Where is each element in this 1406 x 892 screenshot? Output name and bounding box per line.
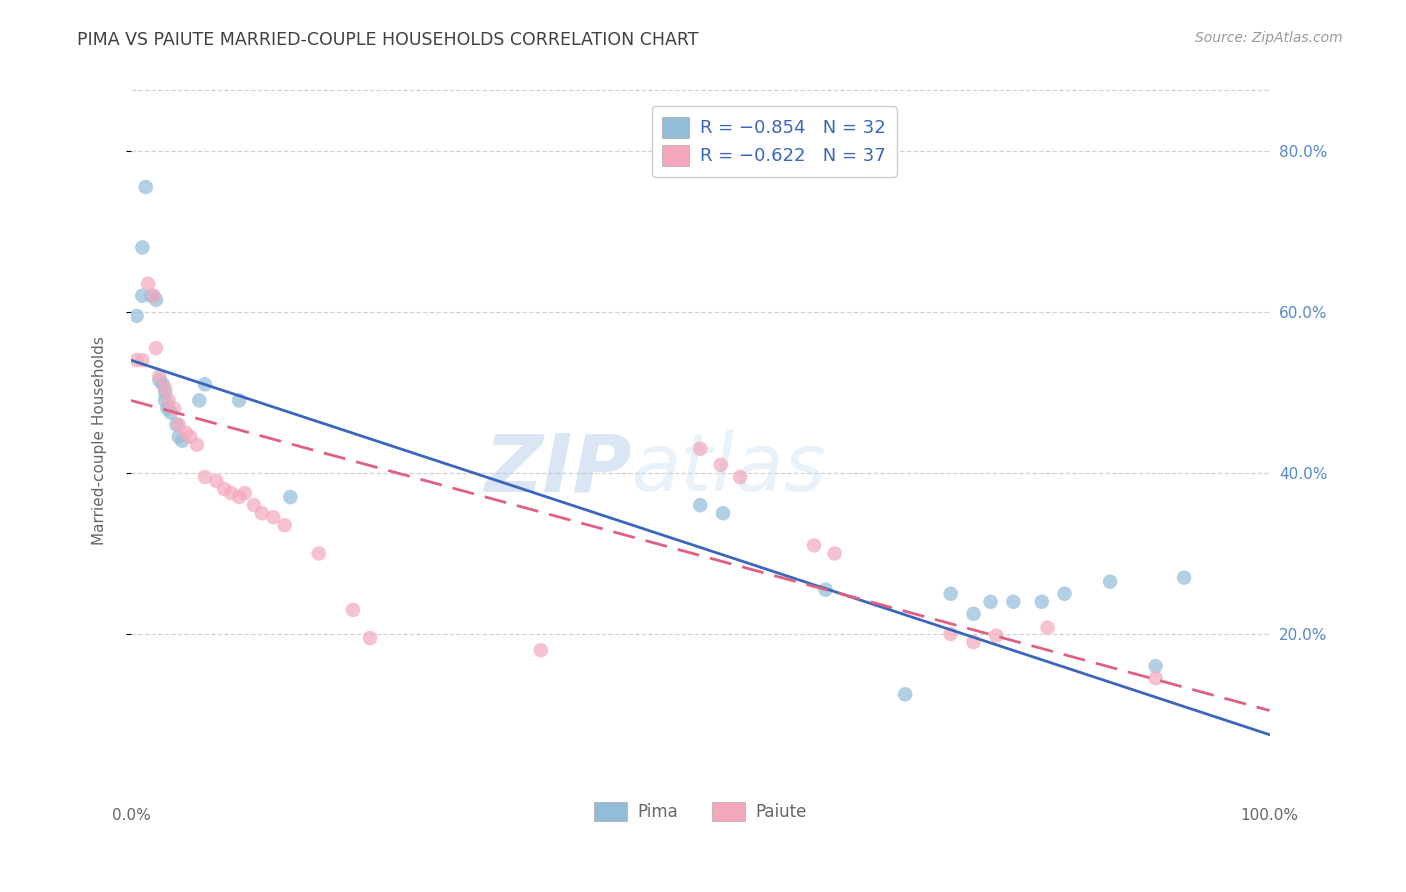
Point — [174, 425, 197, 440]
Point — [250, 506, 273, 520]
Point — [308, 546, 330, 560]
Point — [228, 490, 250, 504]
Point — [153, 385, 176, 400]
Point — [1053, 587, 1076, 601]
Point — [711, 506, 734, 520]
Legend: Pima, Paiute: Pima, Paiute — [586, 793, 814, 830]
Point — [166, 417, 188, 432]
Point — [167, 417, 190, 432]
Point — [243, 498, 266, 512]
Point — [167, 430, 190, 444]
Point — [156, 401, 179, 416]
Point — [194, 470, 217, 484]
Point — [194, 377, 217, 392]
Point — [135, 180, 157, 194]
Point — [894, 687, 917, 701]
Point — [205, 474, 228, 488]
Point — [136, 277, 159, 291]
Point — [980, 595, 1002, 609]
Point — [1002, 595, 1025, 609]
Point — [962, 635, 984, 649]
Point — [142, 289, 165, 303]
Point — [131, 289, 153, 303]
Point — [689, 442, 711, 456]
Y-axis label: Married-couple Households: Married-couple Households — [93, 336, 107, 545]
Point — [359, 631, 381, 645]
Point — [125, 353, 148, 368]
Point — [148, 373, 170, 387]
Point — [280, 490, 302, 504]
Point — [153, 393, 176, 408]
Point — [172, 434, 194, 448]
Point — [939, 627, 962, 641]
Point — [219, 486, 242, 500]
Point — [824, 546, 846, 560]
Point — [159, 405, 181, 419]
Text: atlas: atlas — [631, 430, 827, 508]
Point — [179, 430, 201, 444]
Text: Source: ZipAtlas.com: Source: ZipAtlas.com — [1195, 31, 1343, 45]
Point — [962, 607, 984, 621]
Point — [1144, 671, 1167, 685]
Point — [131, 353, 153, 368]
Point — [157, 393, 180, 408]
Point — [1144, 659, 1167, 673]
Point — [188, 393, 211, 408]
Point — [728, 470, 751, 484]
Point — [1036, 621, 1059, 635]
Point — [273, 518, 295, 533]
Text: PIMA VS PAIUTE MARRIED-COUPLE HOUSEHOLDS CORRELATION CHART: PIMA VS PAIUTE MARRIED-COUPLE HOUSEHOLDS… — [77, 31, 699, 49]
Point — [163, 401, 186, 416]
Point — [814, 582, 837, 597]
Point — [145, 341, 167, 355]
Point — [214, 482, 236, 496]
Point — [153, 381, 176, 395]
Point — [125, 309, 148, 323]
Point — [939, 587, 962, 601]
Point — [1099, 574, 1122, 589]
Point — [131, 240, 153, 254]
Point — [152, 377, 174, 392]
Point — [186, 438, 208, 452]
Point — [803, 538, 825, 552]
Point — [262, 510, 284, 524]
Point — [148, 369, 170, 384]
Point — [228, 393, 250, 408]
Point — [1031, 595, 1053, 609]
Point — [530, 643, 553, 657]
Point — [710, 458, 733, 472]
Point — [141, 289, 163, 303]
Point — [145, 293, 167, 307]
Point — [342, 603, 364, 617]
Point — [1173, 571, 1195, 585]
Point — [233, 486, 256, 500]
Text: ZIP: ZIP — [485, 430, 631, 508]
Point — [986, 629, 1008, 643]
Point — [689, 498, 711, 512]
